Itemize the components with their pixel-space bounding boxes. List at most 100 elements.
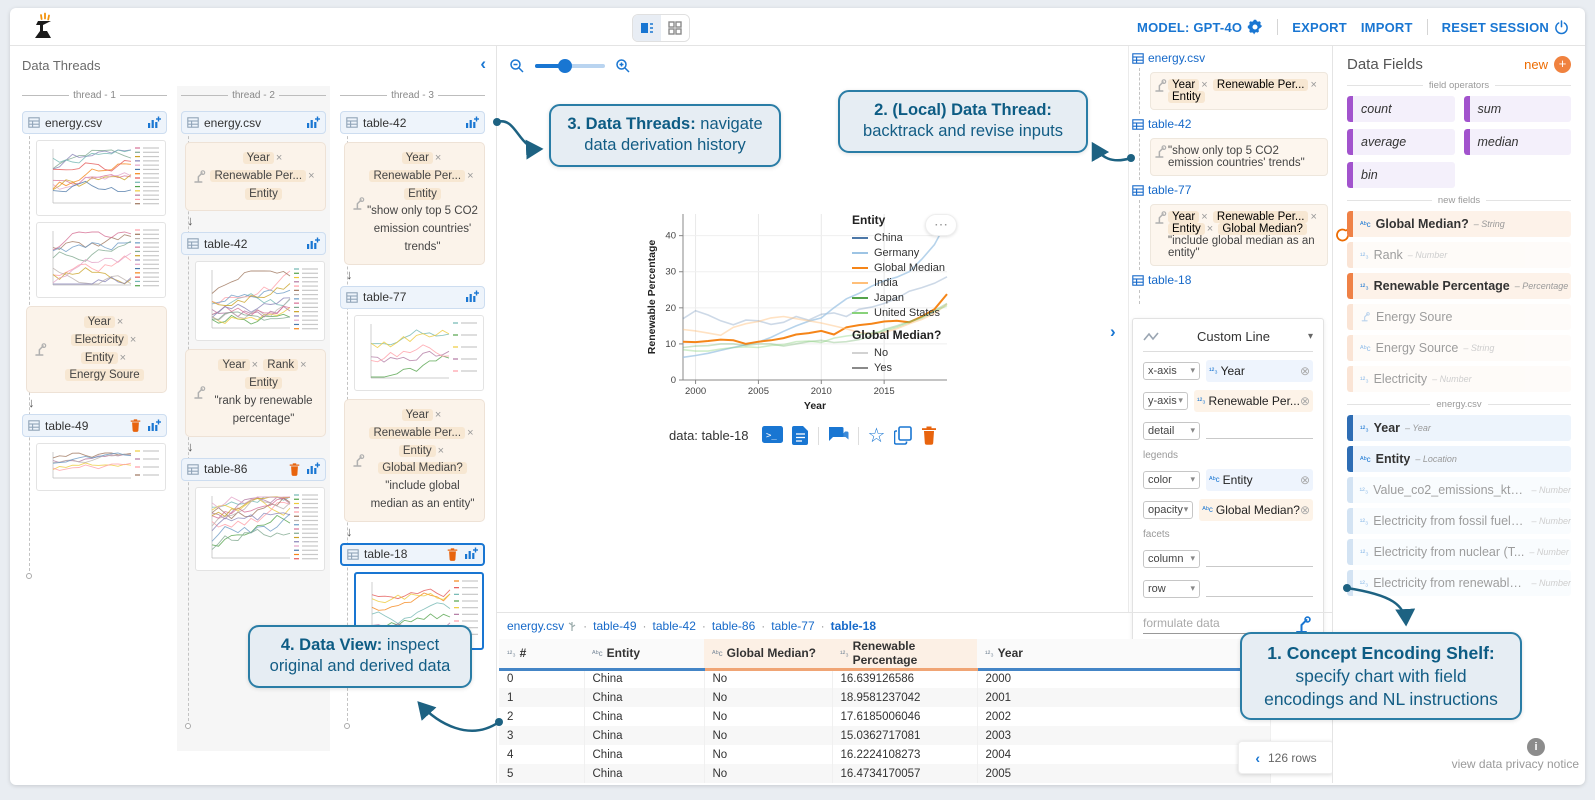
- clear-field-icon[interactable]: ⊗: [1299, 363, 1310, 378]
- field-chip[interactable]: Entity: [80, 351, 118, 364]
- column-header-renewable-percentage[interactable]: ¹²₃ Renewable Percentage: [832, 639, 977, 671]
- field-global-median-[interactable]: ᴬᵇᴄ Global Median? – String: [1347, 211, 1571, 237]
- field-chip[interactable]: Year: [401, 152, 433, 164]
- clear-field-icon[interactable]: ⊗: [1299, 393, 1310, 408]
- concept-card[interactable]: "show only top 5 CO2 emission countries'…: [1150, 138, 1328, 176]
- list-view-toggle[interactable]: [633, 15, 661, 41]
- model-button[interactable]: MODEL: GPT-4O: [1137, 19, 1263, 35]
- new-field-label[interactable]: new: [1524, 57, 1548, 72]
- delete-table-button[interactable]: [289, 463, 300, 476]
- favorite-star-button[interactable]: ☆: [867, 424, 886, 447]
- field-chip[interactable]: Year: [1168, 211, 1200, 223]
- field-electricity[interactable]: ¹²₃ Electricity – Number: [1347, 366, 1571, 392]
- table-card-table-77[interactable]: table-77: [340, 285, 485, 309]
- field-chip[interactable]: Entity: [245, 377, 282, 390]
- field-chip[interactable]: Renewable Per...: [1212, 211, 1309, 223]
- local-thread-table-table-77[interactable]: table-77: [1132, 183, 1328, 197]
- field-chip[interactable]: Entity: [404, 187, 441, 200]
- chart-thumbnail[interactable]: [36, 443, 166, 492]
- remove-icon[interactable]: ×: [1201, 79, 1208, 91]
- channel-selector-column[interactable]: column ▾: [1143, 549, 1200, 568]
- zoom-slider[interactable]: [535, 59, 605, 73]
- view-notes-button[interactable]: [791, 426, 809, 445]
- encoding-field-chip[interactable]: ¹²₃ Year ⊗: [1206, 359, 1313, 382]
- channel-selector-row[interactable]: row ▾: [1143, 579, 1200, 598]
- field-chip[interactable]: Year: [401, 408, 433, 421]
- remove-icon[interactable]: ×: [129, 333, 137, 346]
- code-terminal-button[interactable]: >_: [761, 426, 783, 445]
- local-thread-table-table-18[interactable]: table-18: [1132, 273, 1328, 287]
- concept-card[interactable]: Year × Renewable Per... × Entity: [185, 142, 326, 212]
- import-button[interactable]: IMPORT: [1361, 20, 1413, 35]
- remove-icon[interactable]: ×: [437, 444, 445, 457]
- formulate-data-input[interactable]: formulate data: [1143, 616, 1293, 634]
- remove-icon[interactable]: ×: [308, 169, 315, 182]
- delete-table-button[interactable]: [130, 419, 141, 433]
- remove-icon[interactable]: ×: [116, 316, 124, 328]
- channel-selector-color[interactable]: color ▾: [1143, 470, 1200, 489]
- field-chip[interactable]: Renewable Per...: [210, 169, 307, 182]
- field-value-co2-emissions-kt-by-[interactable]: ¹²₃ Value_co2_emissions_kt_by... – Number: [1347, 477, 1571, 503]
- field-chip[interactable]: Entity: [1168, 223, 1205, 235]
- table-card-energy.csv[interactable]: energy.csv: [22, 111, 167, 134]
- operator-average[interactable]: average: [1347, 129, 1455, 155]
- empty-encoding-slot[interactable]: [1206, 423, 1313, 439]
- info-icon[interactable]: i: [1527, 738, 1545, 756]
- field-chip[interactable]: Year: [1168, 79, 1200, 91]
- remove-icon[interactable]: ×: [434, 152, 442, 164]
- remove-icon[interactable]: ×: [467, 169, 474, 182]
- empty-encoding-slot[interactable]: [1206, 551, 1313, 567]
- more-options-button[interactable]: ⋯: [925, 214, 957, 236]
- field-chip[interactable]: Renewable Per...: [1212, 79, 1309, 91]
- remove-icon[interactable]: ×: [467, 426, 474, 439]
- add-chart-button[interactable]: [146, 419, 161, 433]
- column-header-entity[interactable]: ᴬᵇᴄ Entity: [584, 639, 704, 671]
- field-chip[interactable]: Entity: [245, 187, 282, 200]
- field-chip[interactable]: Electricity: [70, 333, 128, 346]
- remove-icon[interactable]: ×: [251, 359, 259, 372]
- privacy-notice-link[interactable]: view data privacy notice: [1451, 757, 1579, 771]
- data-tab-table-86[interactable]: table-86: [712, 619, 755, 633]
- remove-icon[interactable]: ×: [434, 408, 442, 421]
- field-chip[interactable]: Renewable Per...: [369, 426, 466, 439]
- operator-count[interactable]: count: [1347, 96, 1455, 122]
- field-entity[interactable]: ᴬᵇᴄ Entity – Location: [1347, 446, 1571, 472]
- chart-thumbnail[interactable]: [195, 486, 325, 571]
- field-year[interactable]: ¹²₃ Year – Year: [1347, 415, 1571, 441]
- field-chip[interactable]: Rank: [263, 359, 299, 372]
- chart-thumbnail[interactable]: [195, 261, 325, 342]
- encoding-field-chip[interactable]: ¹²₃ Renewable Per... ⊗: [1193, 389, 1313, 412]
- remove-icon[interactable]: ×: [1201, 211, 1208, 223]
- operator-median[interactable]: median: [1463, 129, 1571, 155]
- concept-card[interactable]: Year × Rank × Entity "rank by renewable per…: [185, 349, 326, 437]
- data-tab-table-42[interactable]: table-42: [653, 619, 696, 633]
- remove-icon[interactable]: ×: [1206, 223, 1214, 235]
- encoding-field-chip[interactable]: ᴬᵇᴄ Global Median? ⊗: [1199, 498, 1313, 521]
- operator-bin[interactable]: bin: [1347, 162, 1455, 188]
- remove-icon[interactable]: ×: [1310, 79, 1317, 91]
- field-rank[interactable]: ¹²₃ Rank – Number: [1347, 242, 1571, 268]
- clear-field-icon[interactable]: ⊗: [1299, 502, 1310, 517]
- field-energy-source[interactable]: ᴬᵇᴄ Energy Source – String: [1347, 335, 1571, 361]
- chart-thumbnail[interactable]: [36, 222, 166, 298]
- table-card-table-86[interactable]: table-86: [181, 457, 326, 481]
- channel-selector-x-axis[interactable]: x-axis ▾: [1143, 361, 1200, 380]
- add-chart-button[interactable]: [146, 116, 161, 130]
- concept-card[interactable]: Year × Renewable Per... × Entity: [1150, 72, 1328, 110]
- remove-icon[interactable]: ×: [119, 351, 127, 364]
- table-card-table-42[interactable]: table-42: [181, 232, 326, 256]
- channel-selector-y-axis[interactable]: y-axis ▾: [1143, 391, 1188, 410]
- column-header-year[interactable]: ¹²₃ Year: [977, 639, 1270, 671]
- duplicate-button[interactable]: [894, 426, 913, 445]
- encoding-field-chip[interactable]: ᴬᵇᴄ Entity ⊗: [1206, 468, 1313, 491]
- remove-icon[interactable]: ×: [300, 359, 307, 372]
- data-tab-energy.csv[interactable]: energy.csv: [507, 619, 577, 633]
- chart-thumbnail[interactable]: [36, 140, 166, 216]
- field-electricity-from-fossil-fuels-[interactable]: ¹²₃ Electricity from fossil fuels (... – N…: [1347, 508, 1571, 534]
- concept-card[interactable]: Year × Renewable Per... × Entity × Global M…: [1150, 204, 1349, 266]
- channel-selector-opacity[interactable]: opacity ▾: [1143, 500, 1194, 519]
- channel-selector-detail[interactable]: detail ▾: [1143, 421, 1200, 440]
- add-chart-button[interactable]: [463, 547, 478, 561]
- field-electricity-from-nuclear-t-[interactable]: ¹²₃ Electricity from nuclear (T... – Numbe…: [1347, 539, 1571, 565]
- field-chip[interactable]: Year: [242, 152, 274, 164]
